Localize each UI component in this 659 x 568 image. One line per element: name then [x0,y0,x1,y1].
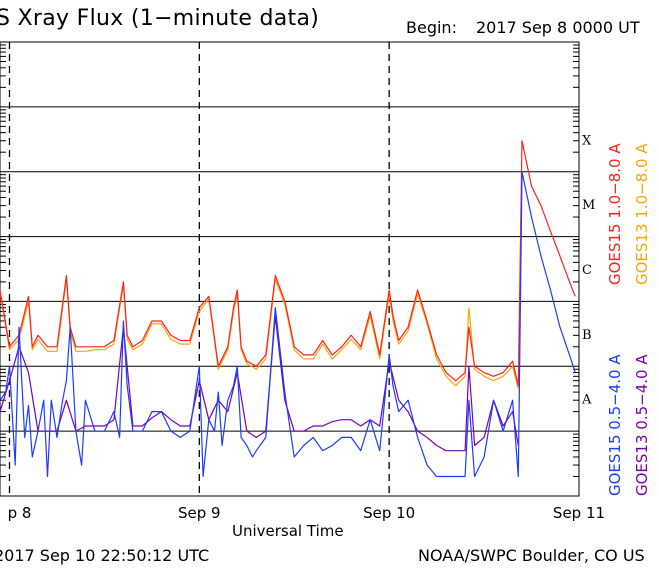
x-tick-labels: p 8 Sep 9 Sep 10 Sep 11 [8,504,605,522]
plot-frame [0,41,580,497]
begin-label: Begin: [406,18,457,37]
x-tick-label: p 8 [8,504,32,522]
series-line-0 [0,140,576,387]
flare-class-label: X [582,133,592,148]
flare-class-label: M [582,198,595,213]
x-tick-label: Sep 9 [178,504,221,522]
flare-class-label: B [582,328,592,343]
legend: GOES15 1.0−8.0 A GOES13 1.0−8.0 A GOES15 0… [606,143,651,496]
legend-entry: GOES13 0.5−4.0 A [633,354,651,496]
series-line-3 [0,315,519,452]
x-tick-label: Sep 10 [363,504,415,522]
chart-title: S Xray Flux (1−minute data) [0,6,320,31]
x-tick-label: Sep 11 [553,504,605,522]
grid-layer [0,41,580,497]
legend-entry: GOES13 1.0−8.0 A [633,143,651,285]
x-axis-label: Universal Time [232,522,344,540]
legend-entry: GOES15 0.5−4.0 A [606,354,624,496]
series-line-2 [0,171,576,478]
legend-entry: GOES15 1.0−8.0 A [606,143,624,285]
footer-credit: NOAA/SWPC Boulder, CO US [418,546,645,565]
flare-class-labels: X M C B A [581,133,595,407]
flare-class-label: A [581,393,592,408]
begin-value: 2017 Sep 8 0000 UT [476,18,640,37]
flare-class-label: C [582,263,592,278]
footer-timestamp: 2017 Sep 10 22:50:12 UTC [0,546,210,565]
series-layer [0,140,576,478]
series-line-1 [0,278,519,389]
